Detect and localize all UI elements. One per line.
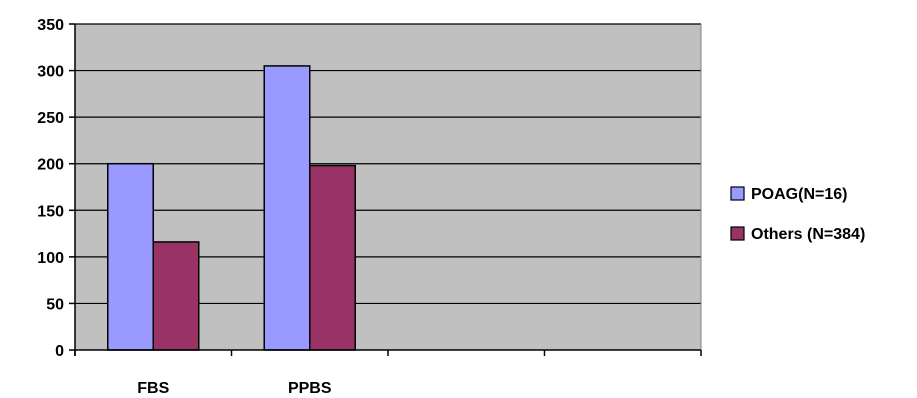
x-tick-label-ppbs: PPBS xyxy=(288,380,332,397)
y-tick-label-50: 50 xyxy=(46,296,64,313)
y-tick-label-200: 200 xyxy=(37,157,64,174)
legend-label-0: POAG(N=16) xyxy=(751,186,847,203)
x-axis-tick-labels: FBS PPBS xyxy=(137,380,332,397)
y-tick-label-150: 150 xyxy=(37,203,64,220)
x-tick-label-fbs: FBS xyxy=(137,380,169,397)
bar-ppbs-series-0 xyxy=(263,65,311,351)
legend-swatch-1 xyxy=(730,226,745,241)
bars xyxy=(107,65,356,351)
y-tick-label-300: 300 xyxy=(37,64,64,81)
legend-swatch-0 xyxy=(730,186,745,201)
y-axis-tick-labels: 0 50 100 150 200 250 300 350 xyxy=(37,17,64,360)
bar-fbs-series-1 xyxy=(152,241,200,351)
bar-ppbs-series-1 xyxy=(309,164,356,351)
legend-label-1: Others (N=384) xyxy=(751,226,865,243)
y-tick-label-350: 350 xyxy=(37,17,64,34)
y-tick-label-250: 250 xyxy=(37,110,64,127)
y-tick-label-0: 0 xyxy=(55,343,64,360)
legend: POAG(N=16) Others (N=384) xyxy=(730,186,865,243)
axes xyxy=(69,23,702,356)
y-tick-label-100: 100 xyxy=(37,250,64,267)
bar-fbs-series-0 xyxy=(107,162,154,351)
